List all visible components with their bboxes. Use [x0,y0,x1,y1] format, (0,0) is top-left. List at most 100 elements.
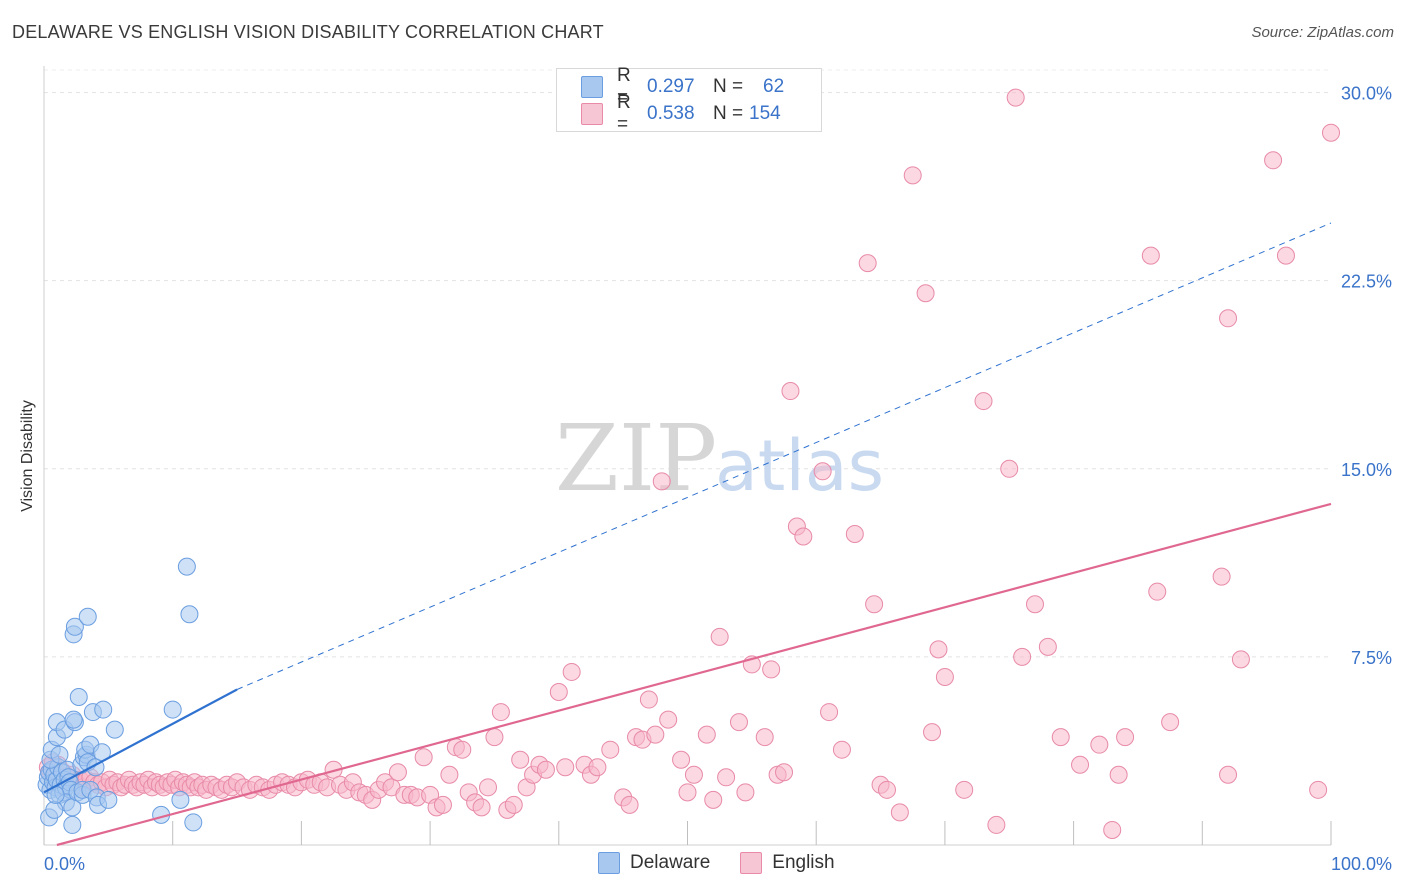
english-point [472,798,491,817]
english-point [1219,309,1238,328]
english-point [672,750,691,769]
english-point [433,795,452,814]
english-point [1148,582,1167,601]
english-point [1231,650,1250,669]
english-point [536,760,555,779]
english-point [1276,246,1295,265]
english-point [485,728,504,747]
y-tick-label: 30.0% [1341,84,1392,104]
english-point [781,382,800,401]
delaware-point [63,815,82,834]
english-point [877,780,896,799]
legend-item-delaware[interactable]: Delaware [598,852,710,874]
series-legend: Delaware English [598,852,865,874]
legend-r-value: 0.297 [647,76,695,97]
english-point [1141,246,1160,265]
trend-lines [43,222,1332,847]
english-point [588,758,607,777]
english-point [1264,151,1283,170]
english-point [388,763,407,782]
delaware-point [65,617,84,636]
chart-title: DELAWARE VS ENGLISH VISION DISABILITY CO… [12,22,604,42]
x-tick-label-max: 100.0% [1331,854,1392,874]
english-point [865,595,884,614]
y-tick-label: 7.5% [1351,648,1392,668]
delaware-trend-solid [43,688,238,794]
correlation-legend: R = 0.297 N = 62 R = 0.538 N = 154 [556,65,822,135]
delaware-swatch [598,852,620,874]
delaware-point [171,790,190,809]
english-point [820,703,839,722]
english-point [903,166,922,185]
english-point [717,768,736,787]
legend-swatch-english [581,103,603,125]
english-point [479,778,498,797]
english-point [556,758,575,777]
legend-n-label: N = [713,76,744,97]
legend-n-label: N = [713,103,744,124]
tick-labels: 7.5% 15.0% 22.5% 30.0% 0.0% 100.0% [44,84,1392,874]
english-point [813,462,832,481]
delaware-points [37,557,203,834]
axes [43,66,1332,846]
english-point [1219,765,1238,784]
english-point [414,748,433,767]
legend-r-value: 0.538 [647,103,695,124]
delaware-point [64,710,83,729]
english-label: English [772,852,835,873]
english-point [652,472,671,491]
english-point [549,683,568,702]
english-point [794,527,813,546]
legend-row-delaware: R = 0.297 N = 62 [581,65,785,108]
english-point [1071,755,1090,774]
english-point [762,660,781,679]
english-point [775,763,794,782]
delaware-point [180,605,199,624]
english-point [1322,123,1340,142]
delaware-point [105,720,124,739]
english-point [620,795,639,814]
english-point [504,795,523,814]
delaware-point [50,745,69,764]
english-point [562,662,581,681]
english-point [1090,735,1109,754]
delaware-point [99,790,118,809]
legend-item-english[interactable]: English [740,852,835,874]
delaware-point [177,557,196,576]
english-point [1309,780,1328,799]
english-point [1109,765,1128,784]
delaware-point [78,607,97,626]
legend-row-english: R = 0.538 N = 154 [581,92,781,135]
english-point [890,803,909,822]
english-point [929,640,948,659]
english-point [684,765,703,784]
legend-n-value: 62 [763,76,785,97]
english-point [1006,88,1025,107]
english-point [1038,637,1057,656]
english-point [858,254,877,273]
english-point [755,728,774,747]
english-point [1161,713,1180,732]
source-label: Source: ZipAtlas.com [1251,24,1394,41]
english-point [1025,595,1044,614]
delaware-trend-dashed [236,222,1332,690]
english-point [974,392,993,411]
english-point [1116,728,1135,747]
watermark: ZIP atlas [555,405,884,512]
english-point [639,690,658,709]
legend-swatch-delaware [581,76,603,98]
legend-r-label: R = [617,92,631,135]
english-point [601,740,620,759]
english-swatch [740,852,763,874]
english-point [916,284,935,303]
english-point [955,780,974,799]
english-point [646,725,665,744]
english-point [1103,820,1122,839]
english-point [935,667,954,686]
english-point [736,783,755,802]
delaware-point [94,700,113,719]
english-point [832,740,851,759]
english-point [923,723,942,742]
delaware-point [45,800,64,819]
